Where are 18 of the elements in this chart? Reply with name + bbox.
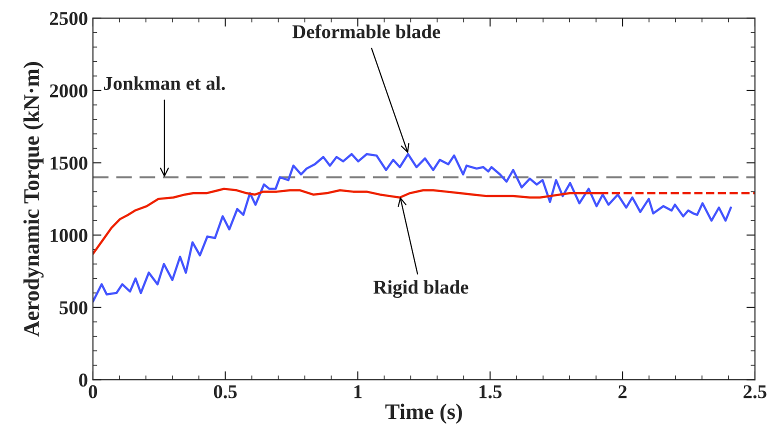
annotation: Deformable blade bbox=[292, 24, 440, 38]
annotation: Rigid blade bbox=[373, 280, 468, 298]
y-axis-title: Aerodynamic Torque (kN·m) bbox=[23, 62, 44, 337]
y-tick-label: 2000 bbox=[50, 84, 88, 98]
y-tick-label: 2500 bbox=[50, 12, 88, 26]
x-tick-label: 1 bbox=[354, 385, 362, 398]
y-tick-label: 1000 bbox=[50, 228, 88, 242]
annotation: Jonkman et al. bbox=[104, 76, 225, 90]
x-axis-title: Time (s) bbox=[385, 404, 462, 424]
y-tick-label: 500 bbox=[60, 301, 88, 314]
x-tick-label: 0 bbox=[88, 385, 98, 398]
y-tick-label: 1500 bbox=[50, 156, 88, 170]
x-tick-label: 0.5 bbox=[214, 385, 237, 398]
x-tick-label: 1.5 bbox=[480, 385, 502, 398]
y-tick-label: 0 bbox=[79, 374, 88, 387]
line-series bbox=[92, 152, 732, 303]
x-tick-label: 2 bbox=[618, 385, 627, 398]
x-tick-label: 2.5 bbox=[744, 385, 766, 398]
